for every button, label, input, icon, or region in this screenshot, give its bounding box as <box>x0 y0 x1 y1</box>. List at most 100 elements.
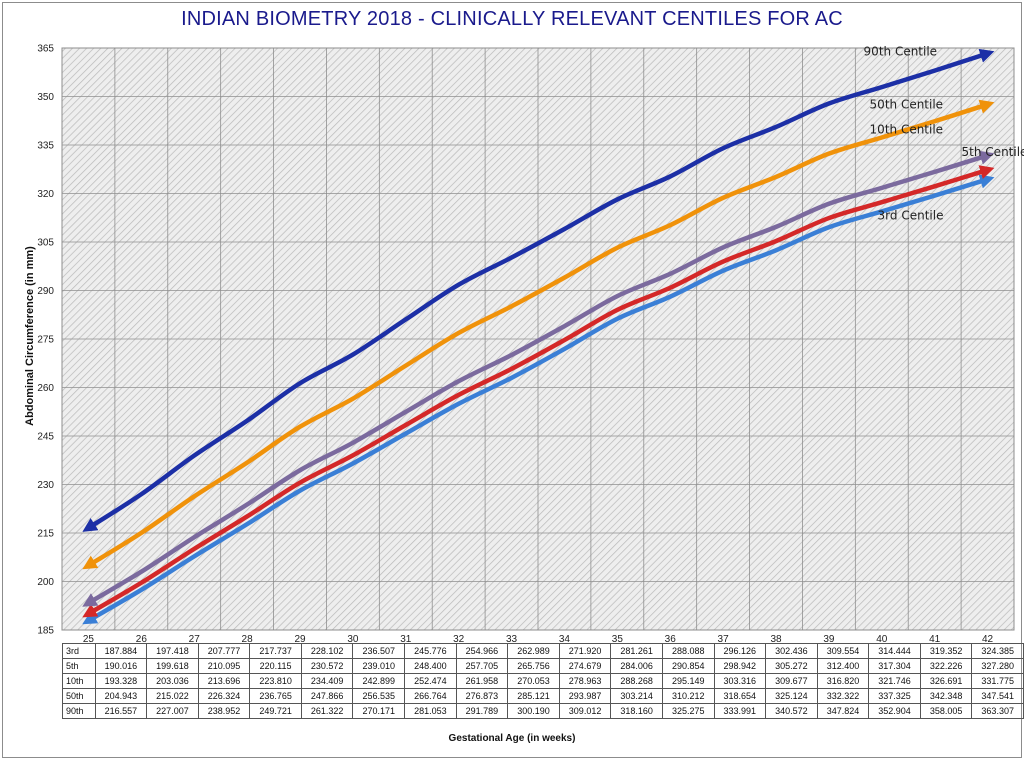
x-tick-label: 33 <box>506 634 518 645</box>
x-tick-label: 28 <box>242 634 254 645</box>
series-label-10th: 10th Centile <box>870 122 944 136</box>
table-cell: 322.226 <box>919 658 973 674</box>
x-tick-label: 42 <box>982 634 994 645</box>
table-cell: 281.261 <box>610 643 663 659</box>
table-cell: 238.952 <box>197 703 251 719</box>
y-tick-label: 230 <box>37 480 54 491</box>
series-label-3rd: 3rd Centile <box>878 208 944 222</box>
table-cell: 312.400 <box>816 658 870 674</box>
table-cell: 327.280 <box>971 658 1024 674</box>
table-cell: 293.987 <box>558 688 612 704</box>
table-cell: 278.963 <box>558 673 612 689</box>
table-cell: 298.942 <box>713 658 767 674</box>
x-tick-label: 39 <box>823 634 835 645</box>
x-tick-label: 31 <box>400 634 412 645</box>
table-cell: 290.854 <box>661 658 715 674</box>
table-cell: 236.765 <box>249 688 302 704</box>
table-cell: 303.214 <box>610 688 663 704</box>
table-cell: 197.418 <box>146 643 199 659</box>
table-cell: 302.436 <box>765 643 818 659</box>
table-row-label: 5th <box>62 658 96 674</box>
table-cell: 305.272 <box>765 658 818 674</box>
table-cell: 217.737 <box>249 643 302 659</box>
y-tick-label: 260 <box>37 383 54 394</box>
table-cell: 242.899 <box>352 673 406 689</box>
table-cell: 257.705 <box>455 658 509 674</box>
table-cell: 220.115 <box>249 658 302 674</box>
table-row-label: 10th <box>62 673 96 689</box>
table-cell: 236.507 <box>352 643 406 659</box>
series-label-50th: 50th Centile <box>870 97 944 111</box>
table-cell: 265.756 <box>507 658 560 674</box>
table-cell: 347.541 <box>971 688 1024 704</box>
table-cell: 270.171 <box>352 703 406 719</box>
table-cell: 281.053 <box>404 703 457 719</box>
x-tick-label: 26 <box>136 634 148 645</box>
table-cell: 227.007 <box>146 703 199 719</box>
table-cell: 342.348 <box>919 688 973 704</box>
table-row: 3rd 187.884 197.418 207.777 217.737 228.102 23… <box>62 643 1024 659</box>
table-cell: 347.824 <box>816 703 870 719</box>
table-cell: 303.316 <box>713 673 767 689</box>
table-cell: 216.557 <box>94 703 148 719</box>
y-axis-label: Abdominal Circumference (in mm) <box>24 246 36 426</box>
table-cell: 230.572 <box>300 658 354 674</box>
table-cell: 248.400 <box>404 658 457 674</box>
table-cell: 245.776 <box>404 643 457 659</box>
table-cell: 296.126 <box>713 643 767 659</box>
table-cell: 270.053 <box>507 673 560 689</box>
x-tick-label: 30 <box>347 634 359 645</box>
table-row-label: 90th <box>62 703 96 719</box>
table-cell: 285.121 <box>507 688 560 704</box>
y-tick-label: 245 <box>37 432 54 443</box>
table-cell: 325.275 <box>661 703 715 719</box>
series-label-5th: 5th Centile <box>962 145 1024 159</box>
table-cell: 207.777 <box>197 643 251 659</box>
y-tick-label: 215 <box>37 529 54 540</box>
table-cell: 276.873 <box>455 688 509 704</box>
table-cell: 261.958 <box>455 673 509 689</box>
chart-title: INDIAN BIOMETRY 2018 - CLINICALLY RELEVA… <box>181 8 843 30</box>
table-cell: 326.691 <box>919 673 973 689</box>
table-cell: 261.322 <box>300 703 354 719</box>
x-axis-label: Gestational Age (in weeks) <box>448 733 576 744</box>
table-cell: 288.088 <box>661 643 715 659</box>
x-tick-label: 34 <box>559 634 571 645</box>
table-row: 50th 204.943 215.022 226.324 236.765 247.866 2… <box>62 688 1024 704</box>
table-cell: 215.022 <box>146 688 199 704</box>
table-cell: 284.006 <box>610 658 663 674</box>
table-cell: 193.328 <box>94 673 148 689</box>
table-cell: 300.190 <box>507 703 560 719</box>
table-cell: 213.696 <box>197 673 251 689</box>
y-tick-label: 350 <box>37 92 54 103</box>
table-cell: 317.304 <box>868 658 921 674</box>
x-tick-label: 40 <box>876 634 888 645</box>
y-tick-label: 320 <box>37 189 54 200</box>
x-tick-label: 38 <box>770 634 782 645</box>
table-cell: 234.409 <box>300 673 354 689</box>
table-cell: 291.789 <box>455 703 509 719</box>
table-cell: 314.444 <box>868 643 921 659</box>
y-tick-label: 305 <box>37 238 54 249</box>
y-tick-label: 335 <box>37 141 54 152</box>
table-cell: 295.149 <box>661 673 715 689</box>
table-cell: 318.654 <box>713 688 767 704</box>
table-cell: 332.322 <box>816 688 870 704</box>
table-cell: 363.307 <box>971 703 1024 719</box>
x-tick-label: 36 <box>665 634 677 645</box>
table-row-label: 3rd <box>62 643 96 659</box>
table-cell: 321.746 <box>868 673 921 689</box>
table-cell: 331.775 <box>971 673 1024 689</box>
table-cell: 337.325 <box>868 688 921 704</box>
table-row: 10th 193.328 203.036 213.696 223.810 234.409 2… <box>62 673 1024 689</box>
y-tick-label: 275 <box>37 335 54 346</box>
series-line-90th <box>82 48 995 532</box>
table-cell: 358.005 <box>919 703 973 719</box>
table-cell: 266.764 <box>404 688 457 704</box>
table-cell: 309.012 <box>558 703 612 719</box>
table-row: 90th 216.557 227.007 238.952 249.721 261.322 2… <box>62 703 1024 719</box>
x-tick-label: 29 <box>294 634 306 645</box>
table-cell: 333.991 <box>713 703 767 719</box>
table-cell: 274.679 <box>558 658 612 674</box>
